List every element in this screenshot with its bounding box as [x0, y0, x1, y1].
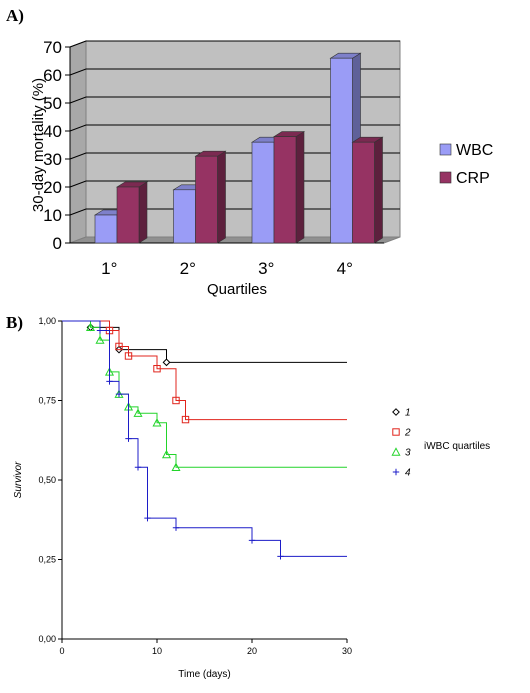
legend-marker-3: [391, 447, 401, 456]
censor-marker-2: [181, 415, 190, 424]
legend-marker-1: [392, 408, 400, 416]
censor-marker-2: [124, 352, 133, 360]
y-tick-label: 0,50: [38, 475, 56, 485]
y-tick-label: 60: [43, 66, 62, 85]
y-axis-title: 30-day mortality (%): [30, 78, 47, 212]
x-tick-label: 2°: [180, 259, 196, 278]
censor-marker-2: [115, 342, 123, 351]
legend-label-1: 1: [405, 408, 411, 419]
gridline: [69, 40, 400, 48]
legend-title: iWBC quartiles: [424, 441, 490, 452]
x-tick-label: 10: [152, 646, 162, 656]
y-tick-label: 30: [43, 150, 62, 169]
y-tick-label: 10: [43, 206, 62, 225]
y-tick-label: 0,00: [38, 634, 56, 644]
x-axis-title: Time (days): [178, 669, 230, 680]
censor-marker-4: [134, 464, 142, 471]
censor-marker-4: [248, 537, 256, 544]
legend-label-wbc: WBC: [456, 142, 493, 159]
censor-marker-3: [133, 408, 143, 417]
survival-curve-4: [62, 320, 347, 557]
legend-label-crp: CRP: [456, 170, 490, 187]
legend-label-2: 2: [404, 428, 411, 439]
legend-label-3: 3: [405, 448, 411, 459]
censor-marker-3: [85, 322, 96, 332]
survival-curve-3: [62, 320, 347, 468]
bar-crp: [352, 141, 375, 244]
bar-chart: 0 10 20 30 40 50 60 70 1° 2° 3° 4° Quartiles 30-day m…: [30, 38, 493, 298]
censor-marker-4: [125, 435, 132, 442]
gridline: [69, 96, 400, 104]
censor-marker-3: [152, 418, 162, 427]
censor-marker-4: [172, 524, 180, 531]
x-tick-label: 4°: [337, 259, 353, 278]
gridline: [69, 68, 400, 76]
y-tick-label: 50: [43, 94, 62, 113]
y-tick-label: 0,25: [38, 555, 56, 565]
gridline: [69, 124, 400, 132]
legend-marker-4: [392, 468, 400, 476]
legend-marker-2: [392, 428, 400, 436]
y-tick-label: 20: [43, 178, 62, 197]
censor-marker-2: [172, 396, 180, 405]
y-tick-label: 70: [43, 38, 62, 57]
x-tick-label: 1°: [101, 259, 117, 278]
censor-marker-3: [161, 449, 172, 459]
censor-marker-2: [153, 365, 161, 373]
censor-marker-4: [115, 390, 123, 398]
legend-label-4: 4: [405, 468, 411, 479]
panel-a-label: A): [6, 6, 24, 25]
y-tick-label: 1,00: [38, 316, 56, 326]
x-tick-label: 0: [59, 646, 64, 656]
censor-marker-3: [171, 462, 181, 471]
censor-marker-1: [162, 358, 171, 367]
legend-swatch-crp: [439, 171, 452, 184]
legend-swatch-wbc: [439, 143, 452, 156]
panel-b-label: B): [6, 313, 23, 332]
bar-crp: [116, 186, 140, 244]
censor-marker-4: [96, 327, 104, 334]
x-tick-label: 30: [342, 646, 352, 656]
x-tick-label: 3°: [258, 259, 274, 278]
bar-crp: [273, 136, 297, 244]
censor-marker-4: [277, 553, 284, 560]
y-tick-label: 0,75: [38, 396, 56, 406]
censor-marker-3: [95, 335, 105, 344]
y-tick-label: 40: [43, 122, 62, 141]
x-axis-title: Quartiles: [207, 281, 267, 298]
censor-marker-4: [106, 378, 113, 385]
y-tick-label: 0: [53, 234, 62, 253]
x-tick-label: 20: [247, 646, 257, 656]
survival-curve-2: [62, 320, 347, 421]
y-axis-title: Survivor: [13, 461, 24, 498]
survival-curve-1: [62, 320, 347, 363]
censor-marker-4: [144, 514, 151, 522]
bar-crp: [195, 155, 218, 244]
